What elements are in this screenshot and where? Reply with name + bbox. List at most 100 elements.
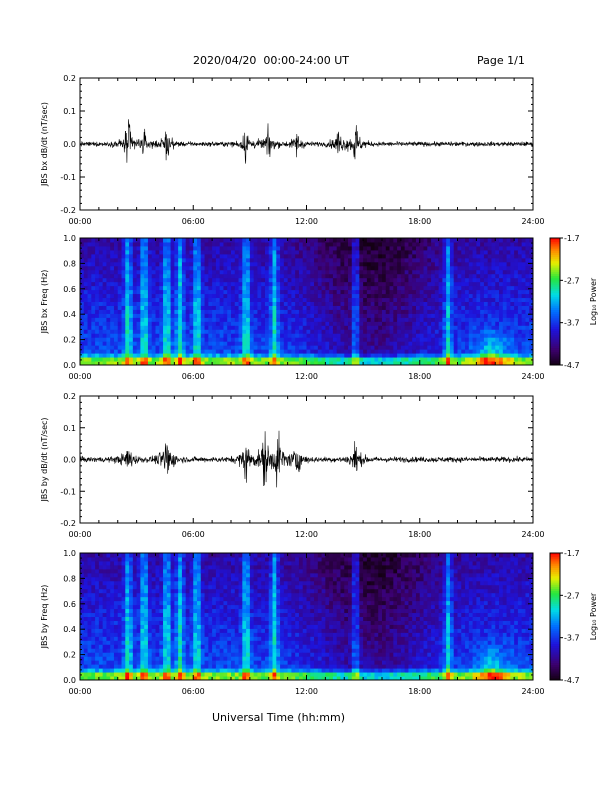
heatmap-cell — [159, 297, 164, 302]
heatmap-cell — [276, 361, 281, 366]
heatmap-cell — [446, 281, 451, 287]
heatmap-cell — [329, 293, 334, 299]
heatmap-cell — [208, 257, 213, 263]
heatmap-cell — [95, 289, 100, 295]
heatmap-cell — [287, 361, 292, 366]
heatmap-cell — [483, 245, 489, 251]
heatmap-cell — [159, 640, 164, 645]
heatmap-cell — [287, 313, 292, 318]
heatmap-cell — [510, 269, 515, 275]
heatmap-cell — [434, 353, 440, 358]
heatmap-cell — [427, 353, 432, 358]
heatmap-cell — [370, 333, 375, 338]
heatmap-cell — [125, 241, 130, 247]
heatmap-cell — [521, 313, 526, 318]
heatmap-cell — [242, 293, 247, 299]
heatmap-cell — [291, 321, 296, 326]
heatmap-cell — [257, 285, 262, 291]
heatmap-cell — [121, 253, 126, 259]
heatmap-cell — [521, 301, 526, 306]
heatmap-cell — [181, 357, 187, 362]
heatmap-cell — [483, 341, 489, 346]
heatmap-cell — [174, 321, 179, 326]
heatmap-cell — [408, 357, 413, 362]
heatmap-cell — [215, 297, 221, 302]
heatmap-cell — [514, 265, 519, 271]
heatmap-cell — [415, 341, 421, 346]
heatmap-cell — [110, 553, 115, 558]
heatmap-cell — [147, 640, 153, 645]
heatmap-cell — [385, 337, 391, 342]
heatmap-cell — [163, 261, 168, 267]
heatmap-cell — [397, 249, 402, 255]
heatmap-cell — [170, 608, 175, 614]
heatmap-cell — [231, 317, 236, 322]
heatmap-cell — [185, 249, 190, 255]
heatmap-cell — [306, 317, 311, 322]
heatmap-cell — [378, 325, 383, 330]
heatmap-cell — [91, 612, 96, 617]
heatmap-cell — [83, 273, 89, 279]
heatmap-cell — [197, 361, 202, 366]
heatmap-cell — [132, 592, 138, 598]
heatmap-cell — [98, 297, 104, 302]
heatmap-cell — [163, 333, 168, 338]
heatmap-cell — [340, 293, 345, 299]
heatmap-cell — [136, 616, 141, 621]
heatmap-cell — [393, 293, 398, 299]
heatmap-cell — [355, 333, 360, 338]
heatmap-cell — [310, 289, 315, 295]
heatmap-cell — [121, 277, 126, 283]
heatmap-cell — [132, 616, 138, 621]
heatmap-cell — [446, 261, 451, 267]
heatmap-cell — [200, 305, 206, 310]
heatmap-cell — [412, 241, 417, 247]
heatmap-cell — [113, 596, 119, 602]
heatmap-cell — [163, 293, 168, 299]
heatmap-cell — [242, 265, 247, 271]
heatmap-cell — [140, 640, 145, 645]
heatmap-cell — [98, 269, 104, 275]
heatmap-cell — [197, 269, 202, 275]
heatmap-cell — [140, 660, 145, 665]
heatmap-cell — [366, 249, 372, 255]
heatmap-cell — [110, 337, 115, 342]
heatmap-cell — [404, 337, 409, 342]
heatmap-cell — [438, 305, 443, 310]
heatmap-cell — [525, 281, 530, 287]
heatmap-cell — [382, 309, 387, 314]
heatmap-cell — [510, 301, 515, 306]
heatmap-cell — [310, 293, 315, 299]
heatmap-cell — [506, 253, 511, 259]
heatmap-cell — [113, 652, 119, 657]
heatmap-cell — [170, 584, 175, 590]
heatmap-cell — [98, 341, 104, 346]
heatmap-cell — [453, 357, 458, 362]
heatmap-cell — [427, 293, 432, 299]
heatmap-cell — [336, 265, 341, 271]
heatmap-cell — [234, 313, 240, 318]
heatmap-cell — [132, 325, 138, 330]
heatmap-cell — [280, 361, 285, 366]
heatmap-cell — [348, 325, 353, 330]
heatmap-cell — [487, 337, 492, 342]
heatmap-cell — [102, 564, 107, 570]
heatmap-cell — [393, 289, 398, 295]
heatmap-cell — [151, 608, 156, 614]
heatmap-cell — [125, 636, 130, 641]
heatmap-cell — [257, 313, 262, 318]
heatmap-cell — [468, 289, 474, 295]
heatmap-cell — [185, 273, 190, 279]
heatmap-cell — [234, 305, 240, 310]
heatmap-cell — [121, 313, 126, 318]
heatmap-cell — [280, 353, 285, 358]
heatmap-cell — [253, 353, 258, 358]
heatmap-cell — [336, 337, 341, 342]
heatmap-cell — [132, 309, 138, 314]
heatmap-cell — [91, 309, 96, 314]
heatmap-cell — [517, 238, 523, 243]
heatmap-cell — [499, 345, 504, 350]
heatmap-cell — [449, 273, 455, 279]
heatmap-cell — [208, 329, 213, 334]
heatmap-cell — [499, 261, 504, 267]
